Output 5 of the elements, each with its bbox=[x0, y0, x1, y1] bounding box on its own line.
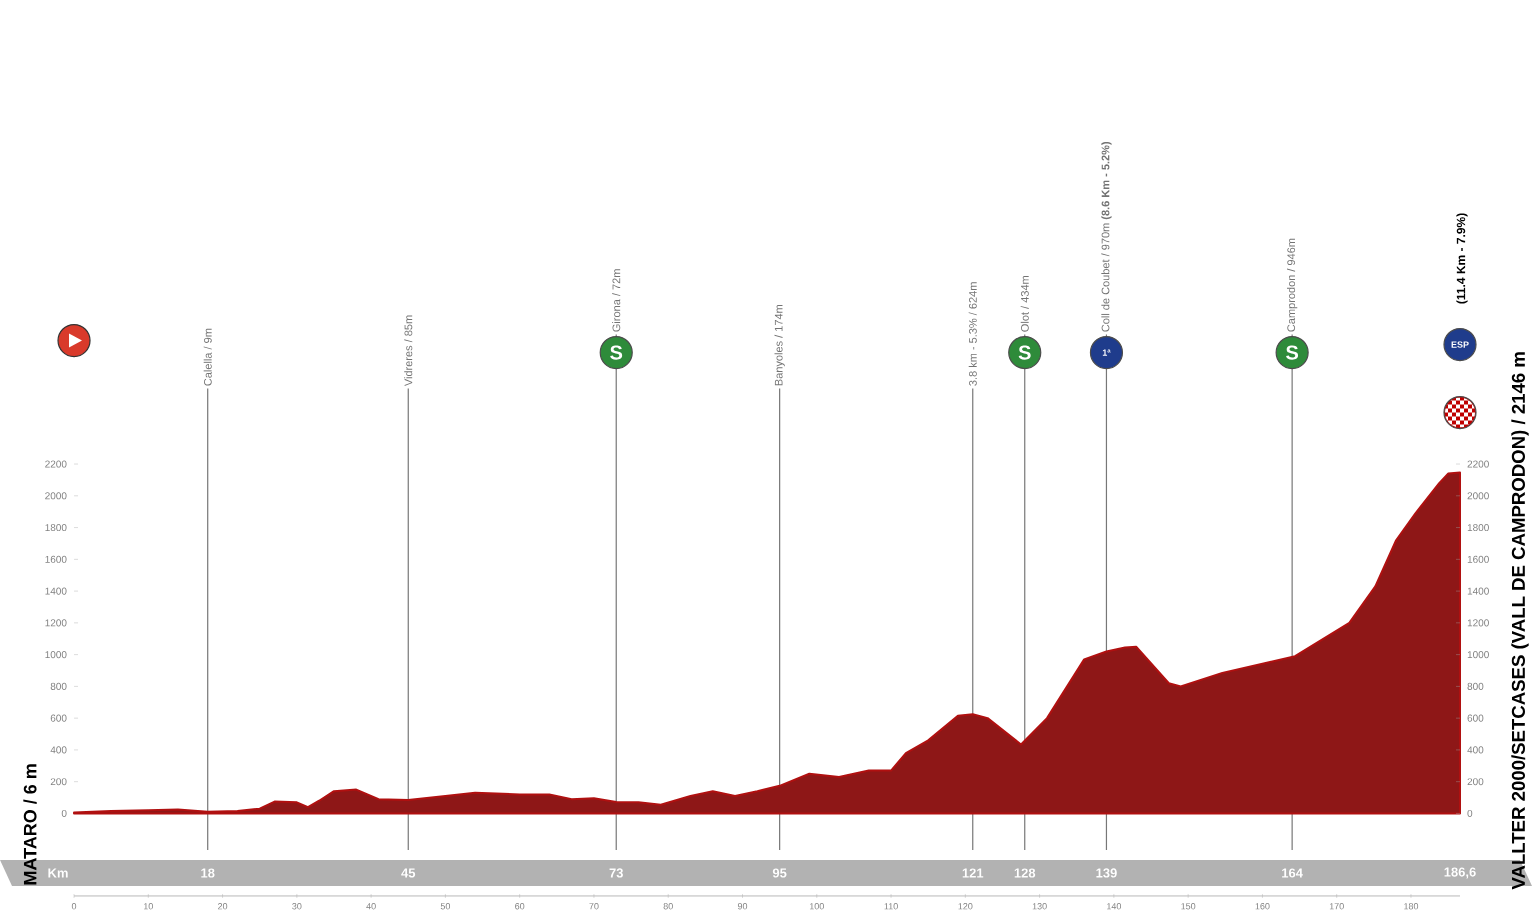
text: VALLTER 2000/SETCASES (VALL DE CAMPRODON) / 2146 m bbox=[1511, 352, 1529, 890]
text: S bbox=[1286, 345, 1299, 360]
text: MATARO / 6 m bbox=[23, 764, 37, 885]
text: S bbox=[1018, 345, 1031, 360]
text: S bbox=[610, 345, 623, 360]
